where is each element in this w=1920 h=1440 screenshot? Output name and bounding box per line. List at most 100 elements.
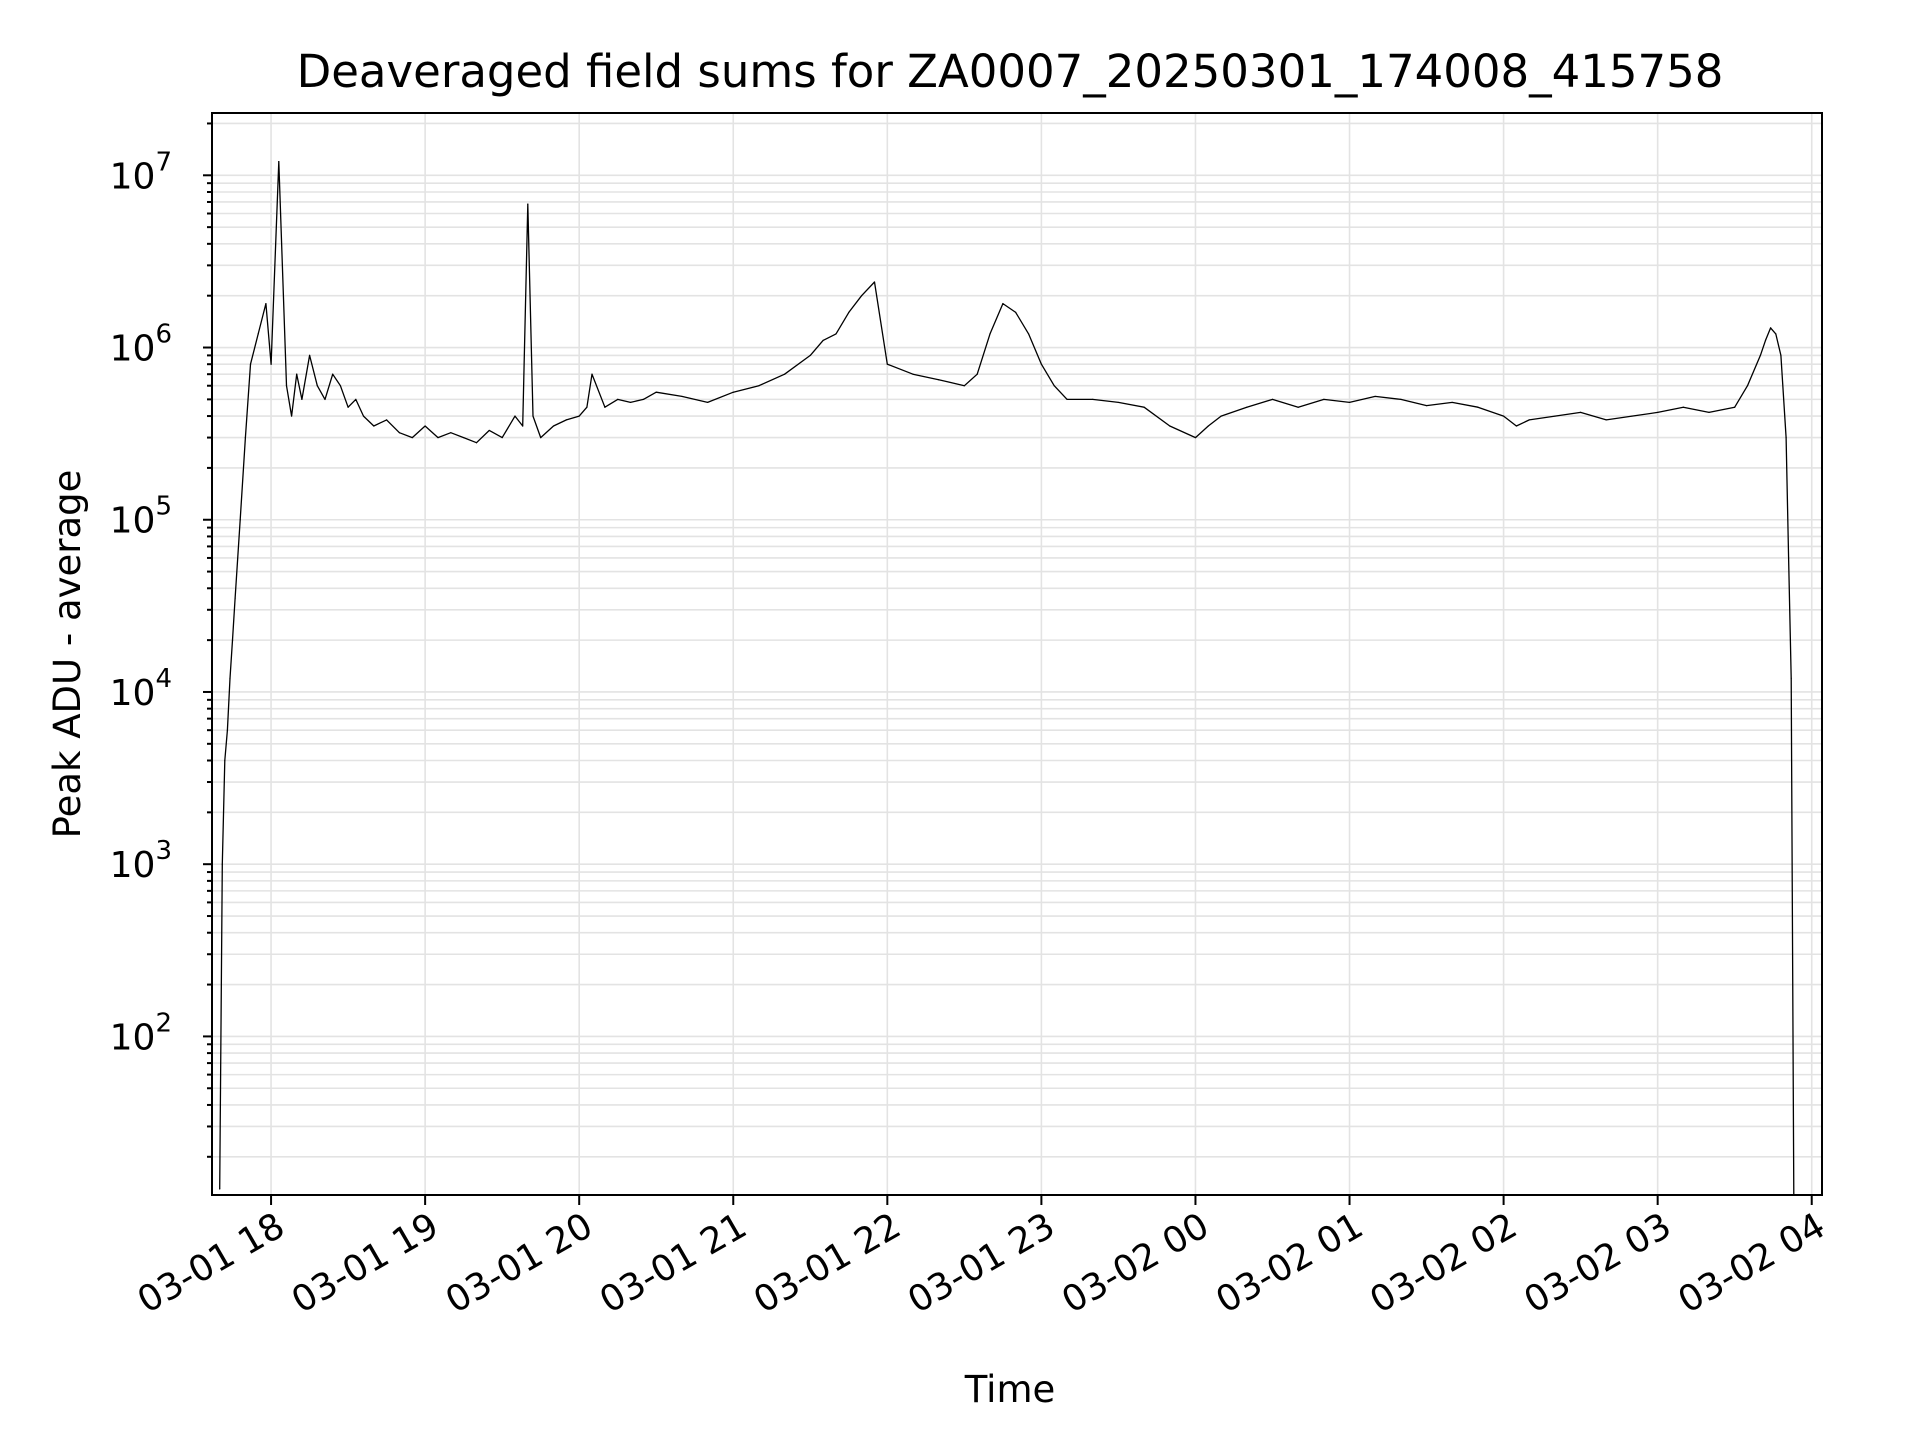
data-point bbox=[411, 436, 413, 439]
data-point bbox=[522, 425, 524, 427]
y-tick-label: 106 bbox=[110, 320, 172, 370]
data-point bbox=[578, 415, 580, 417]
data-point bbox=[1425, 405, 1428, 407]
data-point bbox=[398, 432, 401, 434]
x-tick-label: 03-01 19 bbox=[285, 1205, 446, 1321]
data-point bbox=[809, 354, 811, 357]
data-point bbox=[308, 354, 311, 357]
data-point bbox=[1117, 401, 1120, 404]
data-point bbox=[1169, 425, 1171, 427]
data-point bbox=[629, 401, 632, 404]
chart-title: Deaveraged field sums for ZA0007_2025030… bbox=[297, 45, 1724, 98]
data-point bbox=[1746, 385, 1749, 387]
data-point bbox=[822, 339, 824, 341]
data-point bbox=[1092, 398, 1094, 400]
y-tick-label: 102 bbox=[110, 1008, 172, 1058]
data-point bbox=[244, 436, 246, 439]
data-point bbox=[1631, 415, 1633, 417]
data-point bbox=[475, 442, 478, 444]
data-point bbox=[1759, 354, 1761, 357]
y-tick-label-base: 10 bbox=[110, 156, 156, 197]
plot-frame bbox=[211, 112, 1823, 1196]
data-point bbox=[291, 415, 293, 417]
y-tick-label: 103 bbox=[110, 836, 172, 886]
data-point bbox=[1015, 311, 1017, 313]
data-point bbox=[362, 415, 365, 417]
data-point bbox=[1580, 411, 1582, 414]
data-point bbox=[976, 373, 978, 375]
data-point bbox=[1502, 415, 1505, 417]
data-point bbox=[617, 398, 619, 400]
y-tick-label: 107 bbox=[110, 147, 172, 197]
data-point bbox=[265, 302, 267, 305]
data-point bbox=[1400, 398, 1402, 400]
data-point bbox=[1271, 398, 1274, 400]
data-point bbox=[527, 203, 529, 205]
y-tick-label-exponent: 5 bbox=[155, 492, 172, 522]
data-point bbox=[514, 415, 516, 417]
data-point bbox=[1027, 333, 1030, 335]
data-point bbox=[249, 363, 252, 365]
data-point bbox=[1207, 425, 1209, 427]
data-point bbox=[1246, 406, 1248, 408]
data-point bbox=[552, 425, 555, 427]
y-tick-label-exponent: 3 bbox=[155, 836, 172, 866]
y-tick-label-base: 10 bbox=[110, 673, 156, 714]
data-point bbox=[1734, 406, 1736, 408]
y-tick-label: 104 bbox=[110, 664, 172, 714]
data-point bbox=[835, 333, 837, 335]
data-point bbox=[784, 373, 786, 375]
data-point bbox=[1040, 363, 1042, 365]
data-point bbox=[424, 425, 426, 427]
data-point bbox=[758, 385, 760, 387]
data-point bbox=[1515, 425, 1518, 427]
y-tick-label-exponent: 2 bbox=[155, 1008, 172, 1038]
data-point bbox=[324, 398, 326, 400]
y-tick-label-exponent: 6 bbox=[155, 320, 172, 350]
data-point bbox=[1764, 339, 1767, 341]
x-tick-label: 03-01 21 bbox=[593, 1205, 754, 1321]
data-point bbox=[373, 425, 375, 427]
series-layer bbox=[219, 161, 1795, 1196]
data-point bbox=[1451, 401, 1453, 404]
data-point bbox=[1788, 557, 1790, 559]
x-axis-label: Time bbox=[964, 1368, 1056, 1411]
y-tick-label-base: 10 bbox=[110, 501, 156, 542]
x-tick-label: 03-02 03 bbox=[1517, 1205, 1678, 1321]
data-point bbox=[231, 639, 234, 641]
data-point bbox=[219, 1188, 221, 1190]
data-point bbox=[285, 385, 288, 387]
data-point bbox=[1682, 406, 1684, 408]
data-point bbox=[1780, 354, 1782, 357]
x-tick-label: 03-02 00 bbox=[1055, 1205, 1216, 1321]
data-point bbox=[1775, 333, 1777, 335]
data-point bbox=[586, 406, 588, 408]
data-point bbox=[1770, 327, 1772, 329]
data-point bbox=[301, 398, 303, 400]
data-point bbox=[989, 333, 991, 335]
data-point bbox=[1708, 411, 1710, 414]
x-tick-label: 03-01 23 bbox=[901, 1205, 1062, 1321]
data-point bbox=[1477, 406, 1479, 408]
y-tick-label: 105 bbox=[110, 492, 172, 542]
data-point bbox=[450, 432, 452, 434]
data-point bbox=[540, 436, 542, 439]
data-point bbox=[355, 398, 357, 400]
data-point bbox=[655, 391, 657, 393]
x-tick-label: 03-02 01 bbox=[1209, 1205, 1370, 1321]
data-point bbox=[1194, 436, 1197, 439]
data-point bbox=[234, 597, 236, 599]
data-point bbox=[861, 295, 863, 297]
data-point bbox=[938, 379, 940, 381]
x-tick-label: 03-01 20 bbox=[439, 1205, 600, 1321]
data-point bbox=[732, 391, 734, 393]
y-tick-label-exponent: 4 bbox=[155, 664, 172, 694]
data-point bbox=[963, 385, 965, 387]
y-tick-label-base: 10 bbox=[110, 1017, 156, 1058]
grid bbox=[212, 113, 1822, 1195]
data-point bbox=[239, 519, 241, 521]
data-point bbox=[1053, 385, 1055, 387]
